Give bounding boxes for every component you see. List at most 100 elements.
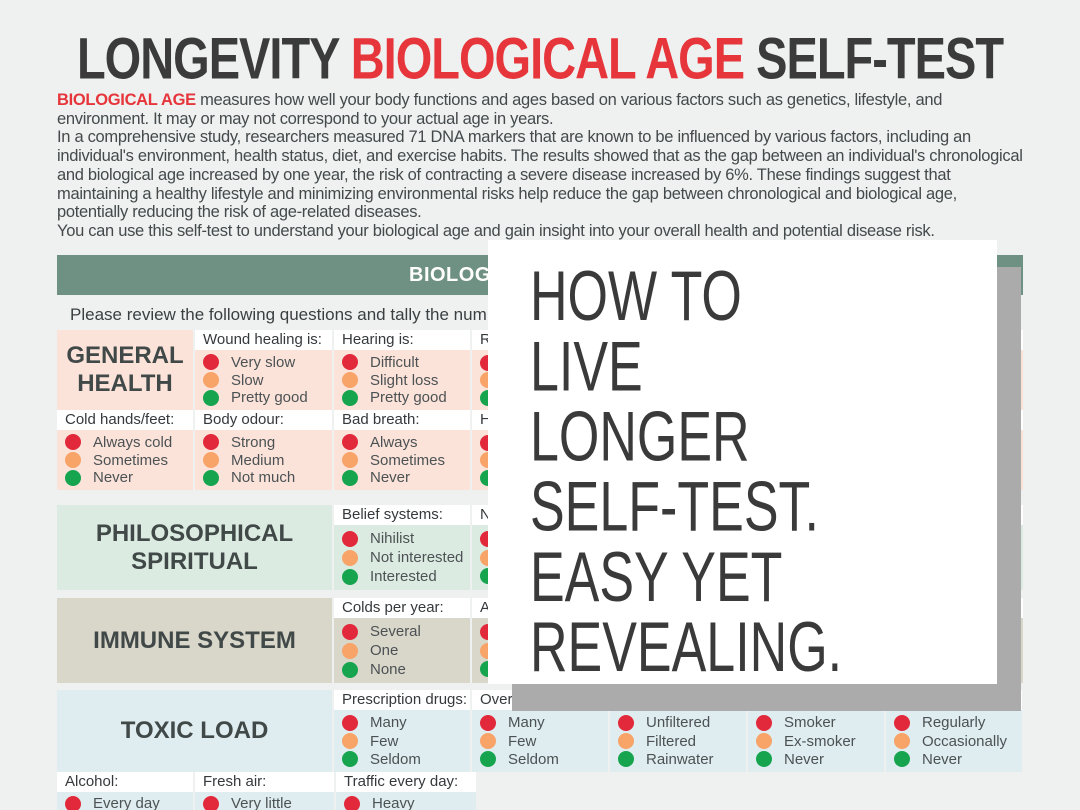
orange-dot-icon [618,733,634,749]
option-label: Nihilist [370,530,415,547]
option-label: Seldom [508,750,559,768]
option-label: Pretty good [231,389,308,407]
orange-dot-icon [203,452,219,468]
red-dot-icon [342,623,358,640]
option-label: Always cold [93,433,173,451]
question-label: Colds per year: [334,598,470,618]
answer-option[interactable]: Strong [203,434,332,451]
answer-option[interactable]: Always [342,434,470,451]
green-dot-icon [342,568,358,585]
answer-option[interactable]: Seldom [480,751,608,768]
red-dot-icon [342,530,358,547]
answer-option[interactable]: Never [894,751,1022,768]
orange-dot-icon [756,733,772,749]
options-list: Many Few Seldom [334,710,470,772]
overlay-caption-line: REVEALING. [530,608,843,688]
answer-option[interactable]: Few [342,733,470,750]
question-label: Belief systems: [334,505,470,525]
question-label: Prescription drugs: [334,690,470,710]
toxic-load-row-2: Alcohol: Every day Fresh air: Very littl… [57,772,476,810]
answer-option[interactable]: Heavy [344,795,476,810]
option-label: Smoker [784,714,836,732]
section-label-cell-philosophical: PHILOSOPHICAL SPIRITUAL [57,505,332,590]
answer-option[interactable]: Never [756,751,884,768]
green-dot-icon [342,661,358,678]
answer-option[interactable]: Occasionally [894,733,1022,750]
question-cell-belief-systems: Belief systems: Nihilist Not interested In… [334,505,470,590]
answer-option[interactable]: Many [480,714,608,731]
option-label: Always [370,433,418,451]
orange-dot-icon [342,642,358,659]
answer-option[interactable]: Pretty good [203,389,332,406]
orange-dot-icon [342,452,358,468]
answer-option[interactable]: Nihilist [342,530,470,547]
answer-option[interactable]: Pretty good [342,389,470,406]
answer-option[interactable]: Regularly [894,714,1022,731]
options-list: Several One None [334,618,470,683]
options-list: Always Sometimes Never [334,430,470,490]
answer-option[interactable]: Slow [203,372,332,389]
answer-option[interactable]: Several [342,623,470,640]
green-dot-icon [342,389,358,406]
orange-dot-icon [894,733,910,749]
option-label: One [370,642,399,659]
answer-option[interactable]: Difficult [342,354,470,371]
answer-option[interactable]: Always cold [65,434,193,451]
overlay-caption: HOW TO LIVE LONGER SELF-TEST. EASY YET R… [530,262,842,683]
answer-option[interactable]: Seldom [342,751,470,768]
red-dot-icon [756,714,772,731]
question-label: Cold hands/feet: [57,410,193,430]
options-list: Heavy [336,792,476,810]
overlay-caption-box: HOW TO LIVE LONGER SELF-TEST. EASY YET R… [488,240,997,684]
answer-option[interactable]: One [342,642,470,659]
section-label-cell-immune: IMMUNE SYSTEM [57,598,332,683]
red-dot-icon [342,714,358,731]
answer-option[interactable]: Sometimes [65,452,193,469]
option-label: Rainwater [646,750,714,768]
answer-option[interactable]: Medium [203,452,332,469]
question-cell-traffic: Traffic every day: Heavy [336,772,476,810]
answer-option[interactable]: Unfiltered [618,714,746,731]
answer-option[interactable]: Smoker [756,714,884,731]
answer-option[interactable]: Rainwater [618,751,746,768]
answer-option[interactable]: Never [65,469,193,486]
intro-paragraph-1-rest: measures how well your body functions an… [57,91,943,128]
section-label: GENERAL HEALTH [66,342,184,397]
question-cell-prescription-drugs: Prescription drugs: Many Few Seldom [334,690,470,772]
answer-option[interactable]: Filtered [618,733,746,750]
options-list: Strong Medium Not much [195,430,332,490]
green-dot-icon [618,751,634,768]
answer-option[interactable]: Sometimes [342,452,470,469]
answer-option[interactable]: Never [342,469,470,486]
option-label: Few [370,732,399,750]
option-label: Strong [231,433,276,451]
options-list: Difficult Slight loss Pretty good [334,350,470,410]
table-header-title: BIOLOGI [409,264,497,286]
answer-option[interactable]: Not much [203,469,332,486]
answer-option[interactable]: Very little [203,795,334,810]
answer-option[interactable]: Interested [342,568,470,585]
option-label: Slight loss [370,371,439,389]
option-label: Not much [231,469,296,487]
title-highlight: BIOLOGICAL AGE [350,24,745,91]
option-label: Seldom [370,750,421,768]
question-cell-body-odour: Body odour: Strong Medium Not much [195,410,332,490]
overlay-caption-line: SELF-TEST. [530,468,819,547]
question-cell-over-counter: Over- Many Few Seldom [472,690,608,772]
answer-option[interactable]: Few [480,733,608,750]
green-dot-icon [894,751,910,768]
red-dot-icon [203,354,219,371]
answer-option[interactable]: Every day [65,795,193,810]
green-dot-icon [480,751,496,768]
intro-lead: BIOLOGICAL AGE [57,91,196,109]
answer-option[interactable]: Slight loss [342,372,470,389]
green-dot-icon [756,751,772,768]
answer-option[interactable]: Ex-smoker [756,733,884,750]
option-label: Sometimes [370,451,446,469]
answer-option[interactable]: None [342,661,470,678]
green-dot-icon [203,469,219,486]
answer-option[interactable]: Many [342,714,470,731]
answer-option[interactable]: Not interested [342,549,470,566]
answer-option[interactable]: Very slow [203,354,332,371]
question-cell-alcohol: Alcohol: Every day [57,772,193,810]
